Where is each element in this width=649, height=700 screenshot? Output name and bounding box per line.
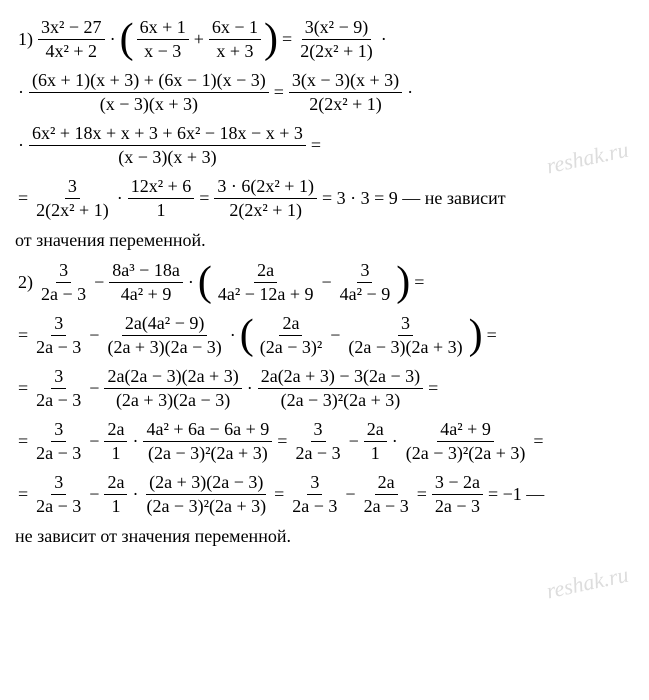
fraction: 2a 2a − 3 <box>361 471 412 518</box>
fraction: 3 · 6(2x² + 1) 2(2x² + 1) <box>214 175 317 222</box>
paren-open: ( <box>198 272 212 293</box>
paren-open: ( <box>120 29 134 50</box>
fraction: 4a² + 9 (2a − 3)²(2a + 3) <box>403 418 529 465</box>
p2-line2: = 3 2a − 3 − 2a(4a² − 9) (2a + 3)(2a − 3… <box>15 312 634 359</box>
fraction: 3(x² − 9) 2(2x² + 1) <box>297 16 376 63</box>
fraction: 6x + 1 x − 3 <box>137 16 189 63</box>
fraction: 3 2a − 3 <box>289 471 340 518</box>
fraction: 3 (2a − 3)(2a + 3) <box>345 312 465 359</box>
fraction: (2a + 3)(2a − 3) (2a − 3)²(2a + 3) <box>143 471 269 518</box>
fraction: 3 − 2a 2a − 3 <box>432 471 483 518</box>
paren-close: ) <box>264 29 278 50</box>
fraction: 6x² + 18x + x + 3 + 6x² − 18x − x + 3 (x… <box>29 122 306 169</box>
fraction: 8a³ − 18a 4a² + 9 <box>109 259 183 306</box>
p1-line4: = 3 2(2x² + 1) · 12x² + 6 1 = 3 · 6(2x² … <box>15 175 634 222</box>
label: 2) <box>18 272 33 293</box>
fraction: 12x² + 6 1 <box>128 175 195 222</box>
fraction: 2a(2a − 3)(2a + 3) (2a + 3)(2a − 3) <box>104 365 241 412</box>
fraction: 3 2a − 3 <box>33 365 84 412</box>
fraction: 3 2a − 3 <box>33 471 84 518</box>
fraction: 3 2a − 3 <box>38 259 89 306</box>
math-content: 1) 3x² − 27 4x² + 2 · ( 6x + 1 x − 3 + 6… <box>15 16 634 547</box>
fraction: 2a 1 <box>104 418 127 465</box>
fraction: 3 2a − 3 <box>292 418 343 465</box>
fraction: 3 2a − 3 <box>33 418 84 465</box>
fraction: 3 2a − 3 <box>33 312 84 359</box>
fraction: 2a 4a² − 12a + 9 <box>215 259 317 306</box>
paren-close: ) <box>396 272 410 293</box>
paren-open: ( <box>240 325 254 346</box>
paren-close: ) <box>469 325 483 346</box>
fraction: 2a (2a − 3)² <box>257 312 326 359</box>
fraction: 2a(2a + 3) − 3(2a − 3) (2a − 3)²(2a + 3) <box>258 365 423 412</box>
fraction: 3x² − 27 4x² + 2 <box>38 16 105 63</box>
p2-line1: 2) 3 2a − 3 − 8a³ − 18a 4a² + 9 · ( 2a 4… <box>15 259 634 306</box>
p2-line4: = 3 2a − 3 − 2a 1 · 4a² + 6a − 6a + 9 (2… <box>15 418 634 465</box>
fraction: 4a² + 6a − 6a + 9 (2a − 3)²(2a + 3) <box>143 418 272 465</box>
p1-conclusion: от значения переменной. <box>15 230 634 251</box>
label: 1) <box>18 29 33 50</box>
fraction: 2a 1 <box>364 418 387 465</box>
p2-line3: = 3 2a − 3 − 2a(2a − 3)(2a + 3) (2a + 3)… <box>15 365 634 412</box>
p2-conclusion: не зависит от значения переменной. <box>15 526 634 547</box>
fraction: 2a 1 <box>104 471 127 518</box>
p1-line1: 1) 3x² − 27 4x² + 2 · ( 6x + 1 x − 3 + 6… <box>15 16 634 63</box>
fraction: (6x + 1)(x + 3) + (6x − 1)(x − 3) (x − 3… <box>29 69 269 116</box>
fraction: 3 2(2x² + 1) <box>33 175 112 222</box>
p2-line5: = 3 2a − 3 − 2a 1 · (2a + 3)(2a − 3) (2a… <box>15 471 634 518</box>
p1-line3: · 6x² + 18x + x + 3 + 6x² − 18x − x + 3 … <box>15 122 634 169</box>
p1-line2: · (6x + 1)(x + 3) + (6x − 1)(x − 3) (x −… <box>15 69 634 116</box>
fraction: 3(x − 3)(x + 3) 2(2x² + 1) <box>289 69 402 116</box>
fraction: 2a(4a² − 9) (2a + 3)(2a − 3) <box>104 312 224 359</box>
fraction: 6x − 1 x + 3 <box>209 16 261 63</box>
fraction: 3 4a² − 9 <box>337 259 394 306</box>
watermark: reshak.ru <box>544 562 631 605</box>
